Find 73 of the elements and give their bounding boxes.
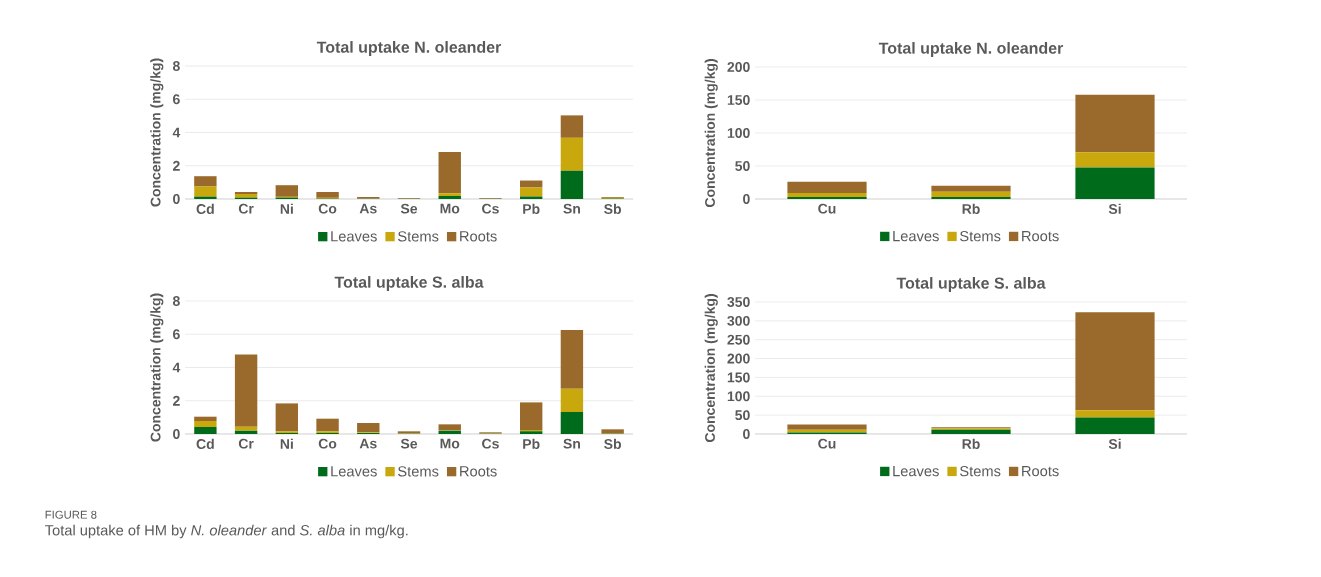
legend-label: Roots bbox=[460, 466, 497, 477]
y-tick-label: 200 bbox=[727, 62, 750, 72]
x-tick-label: Sb bbox=[604, 438, 621, 449]
y-tick-label: 6 bbox=[173, 329, 180, 340]
x-tick-label: Pb bbox=[523, 438, 540, 449]
y-tick-label: 50 bbox=[735, 410, 750, 421]
y-tick-label: 250 bbox=[727, 334, 750, 345]
x-tick-label: Cd bbox=[196, 438, 214, 449]
x-tick-label: Rb bbox=[962, 438, 980, 449]
y-tick-label: 4 bbox=[172, 127, 181, 138]
legend-label: Leaves bbox=[331, 466, 377, 477]
x-tick-label: Pb bbox=[523, 203, 540, 214]
x-tick-label: Se bbox=[400, 203, 418, 214]
x-tick-label: Cr bbox=[238, 438, 254, 449]
y-tick-label: 100 bbox=[727, 391, 750, 402]
legend-label: Roots bbox=[460, 231, 497, 242]
y-tick-label: 0 bbox=[743, 429, 750, 439]
x-tick-label: Cu bbox=[818, 203, 836, 214]
y-axis-title: Concentration (mg/kg) bbox=[150, 58, 164, 207]
x-tick-label: As bbox=[359, 203, 377, 214]
x-tick-label: Co bbox=[318, 438, 337, 449]
y-tick-label: 50 bbox=[735, 161, 750, 171]
x-tick-label: Sn bbox=[563, 438, 580, 449]
legend-label: Stems bbox=[960, 231, 1001, 242]
x-tick-label: Cd bbox=[196, 203, 214, 214]
y-tick-label: 6 bbox=[173, 94, 180, 105]
y-axis-title: Concentration (mg/kg) bbox=[150, 293, 164, 442]
y-tick-label: 0 bbox=[743, 194, 750, 204]
y-tick-label: 300 bbox=[727, 315, 750, 326]
x-tick-label: Cu bbox=[818, 438, 836, 449]
y-tick-label: 2 bbox=[172, 160, 180, 171]
x-tick-label: As bbox=[359, 438, 377, 449]
y-tick-label: 100 bbox=[727, 128, 750, 138]
x-tick-label: Ni bbox=[280, 203, 293, 214]
legend-label: Roots bbox=[1022, 231, 1059, 242]
chart-title: Total uptake N. oleander bbox=[316, 41, 502, 56]
y-tick-label: 0 bbox=[173, 429, 180, 439]
caption: FIGURE 8 bbox=[45, 510, 97, 519]
x-tick-label: Sn bbox=[563, 203, 580, 214]
legend-label: Leaves bbox=[331, 231, 377, 242]
legend-label: Roots bbox=[1022, 466, 1059, 477]
y-tick-label: 200 bbox=[727, 353, 750, 364]
x-tick-label: Ni bbox=[280, 438, 293, 449]
legend-label: Leaves bbox=[893, 466, 939, 477]
x-tick-label: Rb bbox=[962, 203, 980, 214]
y-tick-label: 8 bbox=[172, 61, 180, 71]
x-tick-label: Cs bbox=[482, 438, 499, 449]
y-tick-label: 150 bbox=[727, 372, 750, 383]
legend-label: Stems bbox=[398, 466, 439, 477]
y-axis-title: Concentration (mg/kg) bbox=[704, 294, 718, 443]
x-tick-label: Co bbox=[318, 203, 337, 214]
chart-title: Total uptake S. alba bbox=[334, 276, 484, 291]
chart-title: Total uptake S. alba bbox=[896, 277, 1046, 292]
y-axis-title: Concentration (mg/kg) bbox=[704, 59, 718, 208]
x-tick-label: Se bbox=[400, 438, 418, 449]
y-tick-label: 350 bbox=[727, 297, 750, 307]
text: Total uptake of HM by N. oleander and S. alba in mg/kg. bbox=[45, 524, 408, 539]
y-tick-label: 150 bbox=[727, 95, 750, 105]
legend-label: Leaves bbox=[893, 231, 939, 242]
x-tick-label: Mo bbox=[440, 203, 460, 214]
x-tick-label: Cs bbox=[482, 203, 499, 214]
x-tick-label: Si bbox=[1108, 203, 1121, 214]
legend-label: Stems bbox=[398, 231, 439, 242]
x-tick-label: Si bbox=[1108, 438, 1121, 449]
x-tick-label: Cr bbox=[238, 203, 254, 214]
legend-label: Stems bbox=[960, 466, 1001, 477]
y-tick-label: 0 bbox=[173, 194, 180, 204]
chart-title: Total uptake N. oleander bbox=[878, 42, 1064, 57]
x-tick-label: Sb bbox=[604, 203, 621, 214]
y-tick-label: 4 bbox=[172, 362, 181, 373]
x-tick-label: Mo bbox=[440, 438, 460, 449]
y-tick-label: 8 bbox=[172, 296, 180, 306]
y-tick-label: 2 bbox=[172, 395, 180, 406]
